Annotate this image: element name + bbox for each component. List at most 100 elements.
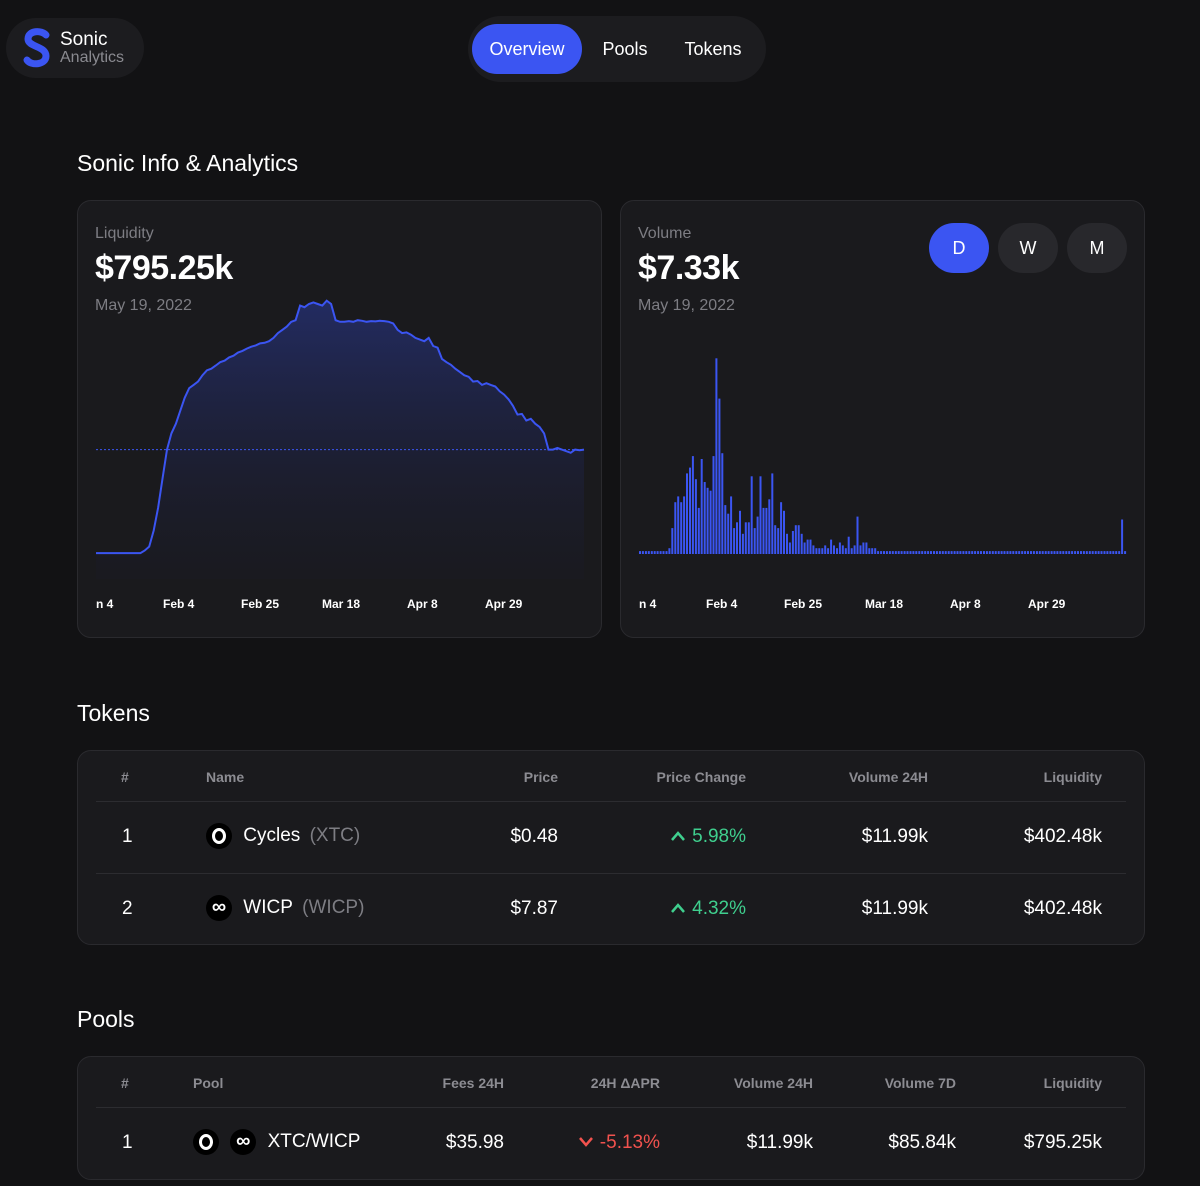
volume-bar: [733, 528, 736, 554]
volume-bar: [1041, 551, 1044, 554]
volume-bar: [859, 545, 862, 554]
tab-overview[interactable]: Overview: [472, 24, 582, 74]
volume-bar: [803, 542, 806, 554]
volume-bar: [1018, 551, 1021, 554]
volume-bar: [962, 551, 965, 554]
volume-bar: [650, 551, 653, 554]
volume-bar: [1012, 551, 1015, 554]
brand-logo-link[interactable]: Sonic Analytics: [6, 18, 144, 78]
volume-bar: [1124, 551, 1127, 554]
volume-bar: [750, 476, 753, 554]
pool-volume-24h: $11.99k: [746, 1132, 813, 1153]
x-tick-label: n 4: [639, 597, 657, 611]
pools-section-title: Pools: [77, 1006, 135, 1032]
volume-bar: [1068, 551, 1071, 554]
volume-bar: [944, 551, 947, 554]
col-fees-24h[interactable]: Fees 24H: [442, 1075, 504, 1091]
liquidity-area: [96, 300, 584, 579]
volume-bar: [812, 545, 815, 554]
range-week-button[interactable]: W: [998, 223, 1058, 273]
token-liquidity: $402.48k: [1023, 826, 1102, 847]
volume-bar: [783, 510, 785, 554]
tab-pools[interactable]: Pools: [602, 38, 648, 59]
liquidity-label: Liquidity: [95, 225, 154, 242]
volume-value: $7.33k: [638, 249, 740, 287]
x-tick-label: n 4: [96, 597, 114, 611]
volume-bar: [880, 551, 883, 554]
volume-chart[interactable]: n 4 Feb 4 Feb 25 Mar 18 Apr 8 Apr 29: [621, 201, 1145, 638]
volume-bar: [885, 551, 888, 554]
volume-bar: [747, 522, 750, 554]
volume-bar: [900, 551, 903, 554]
volume-bar: [741, 533, 744, 554]
volume-bar: [1038, 551, 1041, 554]
col-index: #: [121, 1075, 129, 1091]
volume-bar: [903, 551, 906, 554]
volume-bar: [941, 551, 944, 554]
volume-bar: [1044, 551, 1047, 554]
col-name[interactable]: Name: [206, 769, 245, 785]
volume-bar: [739, 510, 741, 554]
arrow-up-icon: [671, 903, 686, 913]
col-pool[interactable]: Pool: [193, 1075, 224, 1091]
x-tick-label: Apr 8: [950, 597, 981, 611]
pool-apr-change: -5.13%: [540, 1132, 660, 1154]
volume-bar: [850, 548, 853, 554]
volume-bar: [821, 548, 824, 554]
col-volume-7d[interactable]: Volume 7D: [884, 1075, 956, 1091]
volume-bar: [956, 551, 959, 554]
volume-bar: [994, 551, 997, 554]
x-tick-label: Apr 29: [485, 597, 523, 611]
volume-bar: [712, 456, 715, 554]
col-apr-24h[interactable]: 24H ΔAPR: [590, 1075, 660, 1091]
volume-bar: [1053, 551, 1056, 554]
volume-bar: [912, 551, 915, 554]
volume-bar: [1056, 551, 1059, 554]
x-tick-label: Mar 18: [322, 597, 360, 611]
volume-bar: [980, 551, 982, 554]
col-liquidity[interactable]: Liquidity: [1043, 769, 1102, 785]
volume-bar: [753, 528, 756, 554]
volume-bar: [709, 490, 712, 554]
range-month-button[interactable]: M: [1067, 223, 1127, 273]
col-volume-24h[interactable]: Volume 24H: [733, 1075, 813, 1091]
token-name-cell: Cycles (XTC): [206, 823, 360, 849]
volume-bar: [671, 528, 674, 554]
volume-bar: [788, 542, 791, 554]
volume-bar: [874, 548, 877, 554]
volume-bar: [777, 528, 780, 554]
tab-tokens[interactable]: Tokens: [684, 38, 742, 59]
x-tick-label: Feb 25: [784, 597, 822, 611]
volume-bar: [1077, 551, 1079, 554]
col-liquidity[interactable]: Liquidity: [1043, 1075, 1102, 1091]
volume-bar: [1059, 551, 1062, 554]
volume-bar: [1112, 551, 1115, 554]
volume-bar: [806, 539, 809, 554]
token-price: $7.87: [510, 898, 558, 919]
liquidity-chart[interactable]: n 4 Feb 4 Feb 25 Mar 18 Apr 8 Apr 29: [78, 201, 602, 638]
token-name-cell: ∞ WICP (WICP): [206, 895, 364, 921]
row-index: 1: [122, 826, 133, 847]
volume-bar: [1085, 551, 1088, 554]
tokens-table: # Name Price Price Change Volume 24H Liq…: [77, 750, 1145, 945]
page-title: Sonic Info & Analytics: [77, 150, 299, 176]
volume-bar: [780, 502, 783, 554]
token-price-change: 5.98%: [606, 826, 746, 848]
volume-bar: [1030, 551, 1032, 554]
volume-card: Volume $7.33k May 19, 2022 D W M n 4 Feb …: [620, 200, 1145, 638]
volume-bar: [891, 551, 894, 554]
volume-bar: [924, 551, 927, 554]
token-volume: $11.99k: [861, 898, 928, 919]
volume-bar: [1103, 551, 1106, 554]
volume-bar: [841, 545, 844, 554]
col-volume-24h[interactable]: Volume 24H: [848, 769, 928, 785]
col-price[interactable]: Price: [523, 769, 558, 785]
volume-bar: [768, 499, 771, 554]
volume-bar: [824, 545, 827, 554]
liquidity-card: Liquidity $795.25k May 19, 2022 n 4 Feb 4…: [77, 200, 602, 638]
range-day-button[interactable]: D: [929, 223, 989, 273]
volume-bar: [697, 507, 700, 554]
volume-bar: [927, 551, 930, 554]
col-price-change[interactable]: Price Change: [656, 769, 746, 785]
volume-bar: [933, 551, 935, 554]
